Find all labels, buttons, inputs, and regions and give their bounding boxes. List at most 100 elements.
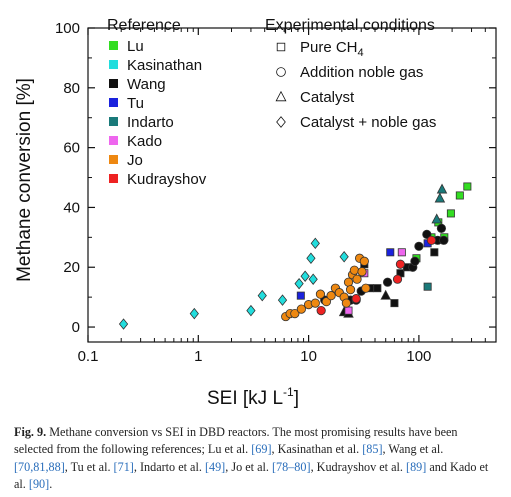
data-point	[395, 259, 406, 269]
y-tick-label: 100	[55, 20, 80, 37]
reference-link[interactable]: [78–80]	[271, 459, 311, 474]
methane-conversion-chart: 0 20 40 60 80 100 0.1 1 10 100 Reference Lu Kasinat…	[14, 17, 497, 409]
data-point	[436, 183, 448, 194]
legend-marker-square	[276, 42, 286, 52]
x-axis-label: SEI [kJ L-1]	[207, 385, 299, 409]
legend-label: Indarto	[127, 114, 174, 131]
legend-swatch	[109, 174, 118, 183]
data-point	[351, 294, 361, 304]
data-point	[382, 277, 393, 287]
data-point	[397, 248, 406, 257]
y-tick-label: 0	[72, 319, 80, 336]
legend-marker-circle	[276, 67, 286, 77]
legend-swatch	[109, 155, 118, 164]
legend-swatch	[109, 136, 118, 145]
data-point	[296, 291, 305, 300]
reference-link[interactable]: [49]	[204, 459, 226, 474]
data-point	[386, 248, 395, 257]
data-point	[290, 308, 300, 319]
data-point	[352, 274, 362, 284]
series-jo	[281, 253, 371, 322]
data-point	[446, 209, 455, 218]
legend-condition-label: Catalyst	[300, 89, 355, 106]
data-point	[392, 274, 403, 284]
legend-label: Jo	[127, 152, 143, 169]
legend-marker-triangle	[275, 90, 287, 102]
data-point	[380, 289, 391, 300]
data-point	[423, 282, 432, 291]
data-point	[410, 256, 420, 266]
data-point	[436, 223, 447, 233]
series-tu	[296, 239, 432, 300]
legend-swatch	[109, 79, 118, 88]
legend-swatch	[109, 60, 118, 69]
figure-number: Fig. 9.	[14, 425, 47, 439]
data-point	[422, 229, 432, 239]
data-point	[361, 283, 371, 293]
reference-link[interactable]: [69]	[251, 442, 272, 457]
reference-link[interactable]: [85]	[362, 442, 383, 457]
reference-link[interactable]: [89]	[406, 459, 427, 474]
data-point	[345, 285, 356, 295]
data-point	[308, 273, 318, 285]
data-points	[118, 182, 472, 330]
data-point	[246, 304, 256, 317]
data-point	[426, 235, 437, 245]
x-tick-label: 1	[194, 348, 202, 365]
data-point	[296, 304, 306, 314]
x-tick-label: 100	[406, 348, 431, 365]
x-tick-label: 0.1	[78, 348, 99, 365]
legend-condition-label: Pure CH4	[300, 39, 364, 59]
reference-link[interactable]: [71]	[113, 459, 134, 474]
caption-text: Methane conversion vs SEI in DBD reactor…	[14, 425, 458, 457]
data-point	[390, 299, 399, 308]
data-point	[359, 256, 369, 266]
y-tick-label: 80	[63, 80, 80, 97]
reference-link[interactable]: [90]	[28, 477, 50, 492]
caption-text: and Kado et al.	[14, 459, 489, 492]
caption-text: , Wang et al.	[382, 442, 444, 457]
legend-label: Kasinathan	[127, 57, 202, 74]
caption-text: .	[49, 477, 53, 492]
series-indarto	[423, 183, 448, 291]
data-point	[357, 267, 367, 277]
caption-text: , Indarto et al.	[133, 459, 205, 474]
data-point	[306, 252, 316, 265]
data-point	[189, 307, 199, 320]
data-point	[434, 192, 446, 203]
legend-swatch	[109, 41, 118, 50]
data-point	[257, 289, 267, 302]
legend: Reference Lu Kasinathan Wang Tu Indarto Kado Jo…	[107, 17, 436, 188]
legend-swatch	[109, 98, 118, 107]
caption-text: , Kasinathan et al.	[271, 442, 363, 457]
data-point	[341, 298, 351, 308]
x-tick-label: 10	[300, 348, 317, 365]
legend-condition-label: Addition noble gas	[300, 64, 423, 81]
data-point	[373, 284, 382, 293]
caption-text: , Tu et al.	[64, 459, 114, 474]
data-point	[316, 305, 326, 316]
legend-subscript: 4	[358, 47, 364, 59]
y-tick-label: 20	[63, 259, 80, 276]
y-axis-label: Methane conversion [%]	[14, 78, 35, 282]
data-point	[310, 237, 320, 250]
legend-conditions-title: Experimental conditions	[265, 17, 435, 34]
reference-link[interactable]: [70,81,88]	[14, 459, 65, 474]
data-point	[414, 241, 424, 251]
caption-text: , Jo et al.	[225, 459, 272, 474]
legend-label: Kudrayshov	[127, 171, 207, 188]
series-kasinathan	[118, 237, 349, 330]
data-point	[321, 297, 332, 307]
legend-label: Wang	[127, 76, 166, 93]
data-point	[294, 277, 304, 290]
data-point	[326, 291, 336, 301]
legend-label: Tu	[127, 95, 144, 112]
legend-swatch	[109, 117, 118, 126]
y-tick-label: 60	[63, 140, 80, 157]
data-point	[339, 251, 349, 263]
legend-label: Kado	[127, 133, 162, 150]
data-point	[310, 298, 320, 308]
data-point	[277, 294, 288, 306]
caption-text: , Kudrayshov et al.	[310, 459, 407, 474]
data-point	[430, 248, 439, 257]
